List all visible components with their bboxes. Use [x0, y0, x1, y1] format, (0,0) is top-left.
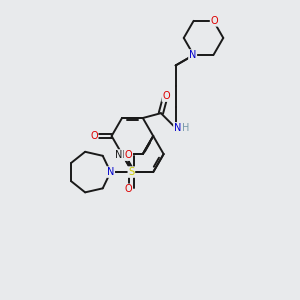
- Text: N: N: [107, 167, 114, 177]
- Text: H: H: [182, 123, 189, 133]
- Text: N: N: [174, 123, 181, 133]
- Text: NH: NH: [115, 150, 129, 160]
- Text: N: N: [189, 50, 196, 60]
- Text: O: O: [211, 16, 218, 26]
- Text: O: O: [90, 131, 98, 141]
- Text: O: O: [162, 91, 170, 101]
- Text: O: O: [124, 150, 132, 160]
- Text: S: S: [128, 167, 134, 177]
- Text: O: O: [124, 184, 132, 194]
